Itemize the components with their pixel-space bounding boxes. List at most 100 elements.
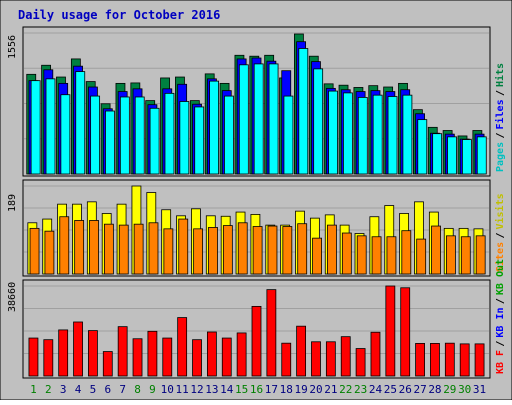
bar-pages-day-3: [60, 94, 71, 175]
bar-kb-f-day-2: [43, 339, 54, 377]
bar-pages-day-1: [30, 80, 41, 175]
bar-kb-f-day-6: [102, 351, 113, 377]
bar-kb-f-day-1: [28, 337, 39, 377]
bar-kb-f-day-17: [266, 289, 277, 377]
bar-pages-day-24: [372, 94, 383, 175]
x-tick-label-day-24: 24: [369, 383, 383, 396]
bar-kb-f-day-3: [58, 329, 69, 377]
bar-kb-f-day-11: [177, 317, 188, 377]
x-tick-label-day-13: 13: [205, 383, 218, 396]
bar-pages-day-8: [134, 96, 145, 175]
bar-sites-day-7: [118, 224, 129, 275]
bar-sites-day-17: [267, 225, 278, 275]
x-tick-label-day-27: 27: [413, 383, 426, 396]
x-tick-label-day-3: 3: [60, 383, 67, 396]
bar-sites-day-19: [297, 223, 308, 275]
bar-pages-day-12: [194, 106, 205, 175]
panel-max-label: 189: [7, 194, 18, 212]
legend-kb-out: KB Out: [495, 259, 506, 295]
bar-pages-day-16: [253, 63, 264, 175]
bar-pages-day-13: [209, 80, 219, 175]
bar-sites-day-4: [74, 220, 85, 275]
bar-sites-day-1: [29, 227, 40, 275]
bar-sites-day-25: [386, 236, 397, 275]
bar-kb-f-day-16: [251, 305, 262, 377]
x-tick-label-day-10: 10: [161, 383, 174, 396]
bar-pages-day-10: [164, 92, 175, 175]
bar-pages-day-17: [268, 63, 279, 175]
legend-kb-in: KB In: [495, 307, 506, 337]
x-tick-label-day-8: 8: [134, 383, 141, 396]
x-tick-label-day-11: 11: [176, 383, 189, 396]
legend-sites: Sites: [494, 242, 506, 272]
bar-sites-day-15: [237, 222, 248, 275]
x-tick-label-day-1: 1: [30, 383, 37, 396]
bar-sites-day-2: [44, 230, 55, 275]
bar-pages-day-2: [45, 78, 56, 175]
x-tick-label-day-15: 15: [235, 383, 248, 396]
bar-sites-day-21: [327, 224, 337, 275]
bar-pages-day-18: [283, 95, 294, 175]
x-tick-label-day-6: 6: [104, 383, 111, 396]
bar-pages-day-5: [90, 95, 101, 175]
panel-kbytes: 38660 KB F / KB In / KB Out: [7, 259, 506, 379]
bar-sites-day-28: [431, 225, 441, 275]
bar-sites-day-3: [59, 216, 70, 275]
panel-max-label: 38660: [7, 282, 18, 312]
panel-max-label: 1556: [7, 35, 18, 59]
bar-sites-day-26: [401, 230, 412, 275]
bar-pages-day-30: [461, 139, 472, 175]
bar-sites-day-23: [356, 235, 367, 275]
legend-pages: Pages: [495, 142, 506, 172]
panel-hits-files-pages: 1556 Pages / Files / Hits: [7, 26, 506, 177]
bar-kb-f-day-12: [192, 339, 202, 377]
x-tick-label-day-5: 5: [90, 383, 97, 396]
bar-pages-day-26: [402, 94, 413, 175]
bar-pages-day-19: [298, 48, 309, 175]
bar-kb-f-day-28: [430, 343, 440, 377]
bar-sites-day-14: [222, 225, 233, 275]
bar-kb-f-day-29: [444, 342, 455, 377]
bar-kb-f-day-24: [370, 331, 381, 377]
bar-kb-f-day-4: [73, 321, 83, 377]
bar-sites-day-6: [103, 223, 114, 275]
bar-pages-day-14: [224, 95, 234, 175]
bar-sites-day-9: [148, 222, 159, 275]
legend-files: Files: [494, 99, 506, 129]
bar-kb-f-day-10: [162, 337, 173, 377]
bar-kb-f-day-27: [415, 343, 425, 377]
x-tick-label-day-25: 25: [384, 383, 397, 396]
chart-title: Daily usage for October 2016: [18, 8, 220, 22]
panel-visits-sites: 189 Sites / Visits: [7, 179, 506, 277]
x-tick-label-day-16: 16: [250, 383, 263, 396]
bar-sites-day-16: [252, 226, 263, 275]
bar-kb-f-day-14: [221, 337, 232, 377]
bar-pages-day-27: [417, 119, 428, 175]
bar-sites-day-12: [193, 228, 204, 275]
x-tick-label-day-19: 19: [294, 383, 307, 396]
bar-pages-day-20: [313, 68, 324, 175]
bar-kb-f-day-13: [206, 331, 217, 377]
x-tick-label-day-18: 18: [280, 383, 293, 396]
bar-pages-day-22: [343, 92, 353, 175]
x-tick-label-day-23: 23: [354, 383, 367, 396]
x-tick-label-day-2: 2: [45, 383, 52, 396]
x-tick-label-day-17: 17: [265, 383, 278, 396]
bar-kb-f-day-18: [281, 342, 292, 377]
bar-sites-day-5: [89, 220, 99, 275]
bar-pages-day-15: [238, 64, 249, 175]
bar-pages-day-9: [149, 107, 160, 175]
bar-pages-day-4: [75, 71, 86, 175]
x-tick-label-day-30: 30: [458, 383, 471, 396]
bar-kb-f-day-21: [325, 341, 336, 377]
bar-kb-f-day-19: [296, 325, 307, 377]
bar-kb-f-day-30: [459, 343, 470, 377]
bar-sites-day-22: [341, 232, 352, 275]
x-tick-label-day-29: 29: [443, 383, 456, 396]
bar-sites-day-31: [475, 235, 486, 275]
x-tick-label-day-31: 31: [473, 383, 486, 396]
x-tick-label-day-12: 12: [190, 383, 203, 396]
bar-pages-day-31: [476, 136, 487, 175]
chart-panels: 1556 Pages / Files / Hits 189 Sites / Visits 38660…: [7, 26, 506, 379]
